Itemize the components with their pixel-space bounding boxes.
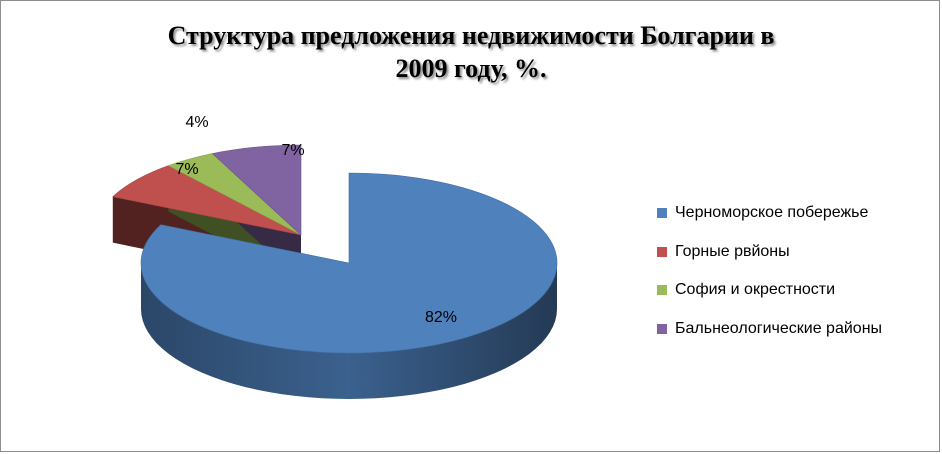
legend-label: Горные рвйоны xyxy=(675,242,790,260)
pie-labels: 82% 7% 4% 7% xyxy=(175,114,457,326)
legend-label: Бальнеологические районы xyxy=(675,319,883,337)
chart-title-line-1: Структура предложения недвижимости Болга… xyxy=(167,21,775,50)
legend-item: Горные рвйоны xyxy=(657,242,882,262)
pie-slice-side xyxy=(141,263,557,399)
pie-data-label: 4% xyxy=(185,114,208,131)
pie-slice xyxy=(140,172,558,354)
chart-title: Структура предложения недвижимости Болга… xyxy=(1,19,941,85)
chart-title-line-2: 2009 году, %. xyxy=(395,54,547,83)
pie-tops xyxy=(112,144,558,354)
pie-data-label: 7% xyxy=(175,161,198,178)
pie-data-label: 7% xyxy=(281,142,304,159)
legend-swatch xyxy=(657,285,667,295)
legend-item: Бальнеологические районы xyxy=(657,319,882,339)
legend-swatch xyxy=(657,208,667,218)
legend-label: Черноморское побережье xyxy=(675,204,869,221)
legend-swatch xyxy=(657,323,667,334)
legend-label: София и окрестности xyxy=(675,281,836,298)
pie-slice xyxy=(211,144,302,236)
legend-item: София и окрестности xyxy=(657,280,882,300)
legend: Черноморское побережье Горные рвйоны Соф… xyxy=(657,203,882,357)
legend-item: Черноморское побережье xyxy=(657,203,882,223)
legend-swatch xyxy=(657,246,667,257)
pie-data-label: 82% xyxy=(425,309,457,326)
